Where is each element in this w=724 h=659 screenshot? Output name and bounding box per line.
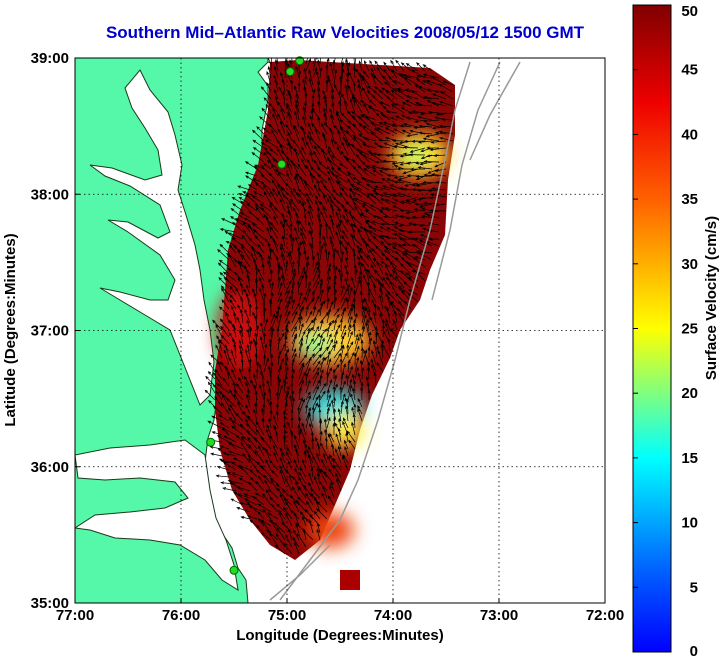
colorbar-label: Surface Velocity (cm/s) [703,216,720,380]
x-axis-ticks: 77:00 76:00 75:00 74:00 73:00 72:00 [56,598,624,624]
colorbar: 0 5 10 15 20 25 30 35 40 45 50 Surface Velocity (c… [632,3,720,659]
y-tick-label: 35:00 [31,595,69,612]
bathymetry-contour [469,61,521,161]
map-plot-area [74,56,606,604]
colorbar-ticks: 0 5 10 15 20 25 30 35 40 45 50 [633,3,698,659]
colorbar-tick-label: 25 [681,321,698,338]
colorbar-tick-label: 15 [681,450,698,467]
colorbar-tick-label: 10 [681,515,698,532]
radar-site-marker [206,437,216,447]
velocity-arrows [204,58,454,555]
y-tick-label: 36:00 [31,459,69,476]
x-tick-label: 72:00 [586,607,624,624]
bathymetry-contour [279,61,471,601]
radar-site-marker [295,56,305,66]
x-tick-label: 73:00 [480,607,518,624]
chesapeake-bay [89,69,215,406]
colorbar-tick-label: 50 [681,3,698,20]
radar-site-marker [277,159,287,169]
map-title: Southern Mid–Atlantic Raw Velocities 200… [106,23,585,42]
colorbar-gradient [632,4,672,653]
colorbar-tick-label: 30 [681,256,698,273]
isolated-cell [340,570,360,590]
velocity-arrow-set [204,58,454,555]
y-axis-label: Latitude (Degrees:Minutes) [2,233,19,426]
radar-site-marker [285,67,295,77]
bathymetry-contour [431,61,501,301]
y-tick-label: 39:00 [31,50,69,67]
colorbar-tick-label: 0 [690,643,698,659]
radar-site-marker [229,565,239,575]
x-tick-label: 76:00 [162,607,200,624]
pamlico-sound [75,439,239,592]
y-tick-label: 38:00 [31,186,69,203]
x-tick-label: 77:00 [56,607,94,624]
colorbar-tick-label: 45 [681,62,698,79]
y-tick-label: 37:00 [31,323,69,340]
bathymetry-contour [269,544,331,601]
radar-sites [206,56,305,575]
x-tick-label: 75:00 [268,607,306,624]
x-tick-label: 74:00 [374,607,412,624]
x-axis-label: Longitude (Degrees:Minutes) [236,627,444,644]
colorbar-tick-label: 20 [681,385,698,402]
map-grid [75,58,605,603]
colorbar-tick-label: 40 [681,126,698,143]
colorbar-tick-label: 35 [681,191,698,208]
colorbar-tick-label: 5 [690,579,698,596]
y-axis-ticks: 35:00 36:00 37:00 38:00 39:00 [31,50,80,612]
